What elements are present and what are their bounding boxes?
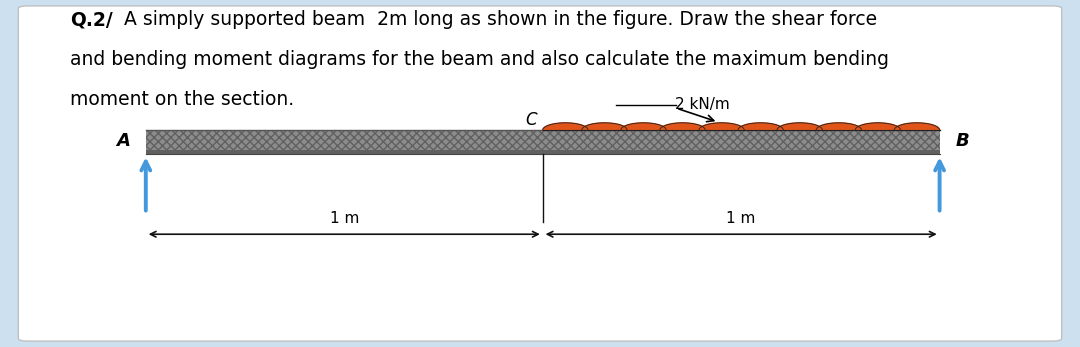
- Polygon shape: [699, 123, 744, 130]
- Polygon shape: [816, 123, 862, 130]
- Text: B: B: [956, 132, 970, 150]
- Bar: [146, 130, 940, 154]
- Polygon shape: [894, 123, 940, 130]
- Text: A simply supported beam  2m long as shown in the figure. Draw the shear force: A simply supported beam 2m long as shown…: [118, 10, 877, 29]
- Bar: [146, 130, 940, 150]
- Text: 1 m: 1 m: [329, 211, 359, 226]
- Text: A: A: [116, 132, 130, 150]
- Text: 1 m: 1 m: [727, 211, 756, 226]
- Polygon shape: [738, 123, 783, 130]
- Polygon shape: [660, 123, 705, 130]
- Text: C: C: [526, 111, 538, 129]
- Polygon shape: [778, 123, 823, 130]
- Polygon shape: [855, 123, 901, 130]
- Text: Q.2/: Q.2/: [70, 10, 113, 29]
- Polygon shape: [542, 123, 588, 130]
- Text: and bending moment diagrams for the beam and also calculate the maximum bending: and bending moment diagrams for the beam…: [70, 50, 889, 69]
- Text: moment on the section.: moment on the section.: [70, 90, 295, 109]
- Bar: [146, 150, 940, 154]
- Polygon shape: [582, 123, 627, 130]
- Text: 2 kN/m: 2 kN/m: [675, 97, 730, 112]
- Polygon shape: [621, 123, 666, 130]
